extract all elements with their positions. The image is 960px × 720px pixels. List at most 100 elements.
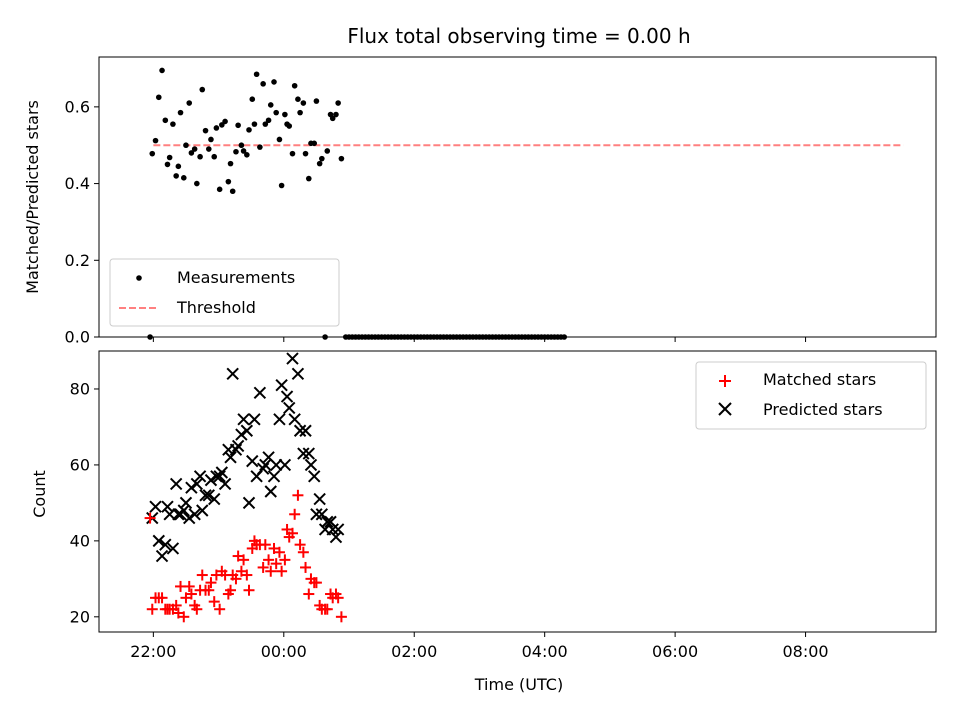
measurement-point	[253, 71, 260, 78]
measurement-point	[199, 86, 206, 93]
matched-star-point	[292, 489, 304, 501]
predicted-star-point	[161, 500, 174, 513]
predicted-star-point	[185, 481, 198, 494]
measurement-point	[162, 117, 169, 124]
measurement-point	[311, 140, 318, 147]
measurement-point	[233, 148, 239, 155]
matched-star-point	[270, 558, 282, 570]
predicted-star-point	[235, 428, 248, 441]
measurement-point	[191, 146, 198, 152]
predicted-star-point	[226, 367, 239, 380]
predicted-star-point	[267, 470, 281, 483]
matched-star-point	[144, 512, 156, 524]
matched-star-point	[178, 611, 190, 623]
matched-star-point	[241, 569, 253, 581]
measurement-point	[183, 142, 189, 149]
bottom-y-ticks: 20 40 60 80	[70, 379, 99, 626]
predicted-star-point	[188, 508, 201, 521]
measurement-point	[329, 115, 336, 122]
measurement-point	[229, 188, 236, 195]
matched-star-point	[310, 577, 322, 589]
predicted-star-point	[152, 534, 165, 548]
matched-star-point	[203, 584, 215, 596]
legend-matched-label: Matched stars	[763, 370, 876, 389]
matched-star-point	[183, 580, 195, 592]
x-tick-label: 22:00	[130, 642, 176, 661]
x-tick-label: 02:00	[391, 642, 437, 661]
bottom-y-tick-label: 60	[70, 455, 90, 474]
top-y-tick-label: 0.0	[65, 328, 90, 347]
matched-star-point	[297, 546, 309, 558]
x-axis-label: Time (UTC)	[474, 675, 563, 694]
top-legend: Measurements Threshold	[109, 258, 340, 327]
matched-star-point	[238, 554, 250, 566]
count-points	[144, 352, 347, 623]
predicted-star-point	[199, 489, 212, 502]
predicted-star-point	[231, 439, 245, 453]
measurement-point	[175, 163, 182, 170]
measurement-point	[257, 144, 263, 150]
predicted-star-point	[193, 470, 207, 483]
matched-star-point	[289, 508, 301, 520]
measurement-point	[273, 109, 279, 116]
predicted-star-point	[224, 451, 237, 464]
predicted-star-point	[190, 477, 204, 491]
predicted-star-point	[291, 367, 305, 380]
predicted-star-point	[242, 496, 256, 510]
bottom-x-ticks: 22:00 00:00 02:00 04:00 06:00 08:00	[130, 632, 829, 661]
measurement-point	[338, 155, 345, 162]
legend-threshold-label: Threshold	[176, 298, 256, 317]
measurement-point	[286, 123, 293, 129]
predicted-star-point	[204, 473, 218, 487]
matched-star-point	[279, 554, 291, 566]
measurement-point	[238, 142, 245, 149]
measurement-point	[282, 111, 288, 118]
measurement-point	[227, 160, 234, 167]
matched-star-point	[170, 599, 182, 611]
measurement-point	[335, 100, 341, 106]
predicted-star-point	[278, 458, 292, 472]
predicted-star-point	[169, 477, 183, 491]
measurement-point	[159, 67, 165, 74]
predicted-star-point	[304, 458, 318, 472]
measurement-point	[561, 334, 568, 340]
predicted-star-point	[246, 454, 259, 468]
matched-star-point	[273, 546, 285, 558]
measurement-point	[213, 125, 220, 131]
measurement-point	[260, 81, 266, 87]
matched-star-point	[185, 588, 197, 600]
top-legend-box	[109, 258, 340, 327]
bottom-y-tick-label: 80	[70, 379, 90, 398]
predicted-star-point	[179, 496, 193, 510]
measurement-point	[202, 127, 209, 134]
predicted-star-point	[321, 515, 334, 529]
measurement-point	[155, 94, 162, 101]
measurement-point	[305, 175, 312, 182]
top-y-axis-label: Matched/Predicted stars	[23, 100, 42, 294]
legend-measurements-label: Measurements	[177, 268, 295, 287]
predicted-star-point	[215, 466, 229, 479]
measurement-point	[235, 122, 241, 129]
predicted-star-point	[208, 492, 221, 506]
measurement-point	[147, 334, 153, 340]
bottom-plot-frame	[98, 350, 937, 633]
measurement-point	[278, 182, 285, 189]
measurement-point	[267, 102, 274, 108]
predicted-star-point	[299, 424, 312, 437]
predicted-star-point	[196, 504, 209, 517]
measurement-point	[300, 100, 307, 106]
measurement-point	[205, 146, 212, 152]
matched-star-point	[332, 592, 344, 604]
matched-star-point	[294, 539, 306, 551]
measurement-points	[147, 67, 568, 340]
predicted-star-point	[259, 458, 272, 472]
predicted-star-point	[248, 413, 261, 426]
predicted-star-point	[256, 462, 270, 475]
measurement-point	[180, 175, 187, 181]
measurement-point	[265, 117, 272, 124]
measurement-point	[152, 137, 159, 144]
measurement-point	[173, 173, 179, 179]
measurement-point	[197, 153, 203, 160]
bottom-y-tick-label: 20	[70, 607, 90, 626]
measurement-point	[246, 127, 252, 133]
